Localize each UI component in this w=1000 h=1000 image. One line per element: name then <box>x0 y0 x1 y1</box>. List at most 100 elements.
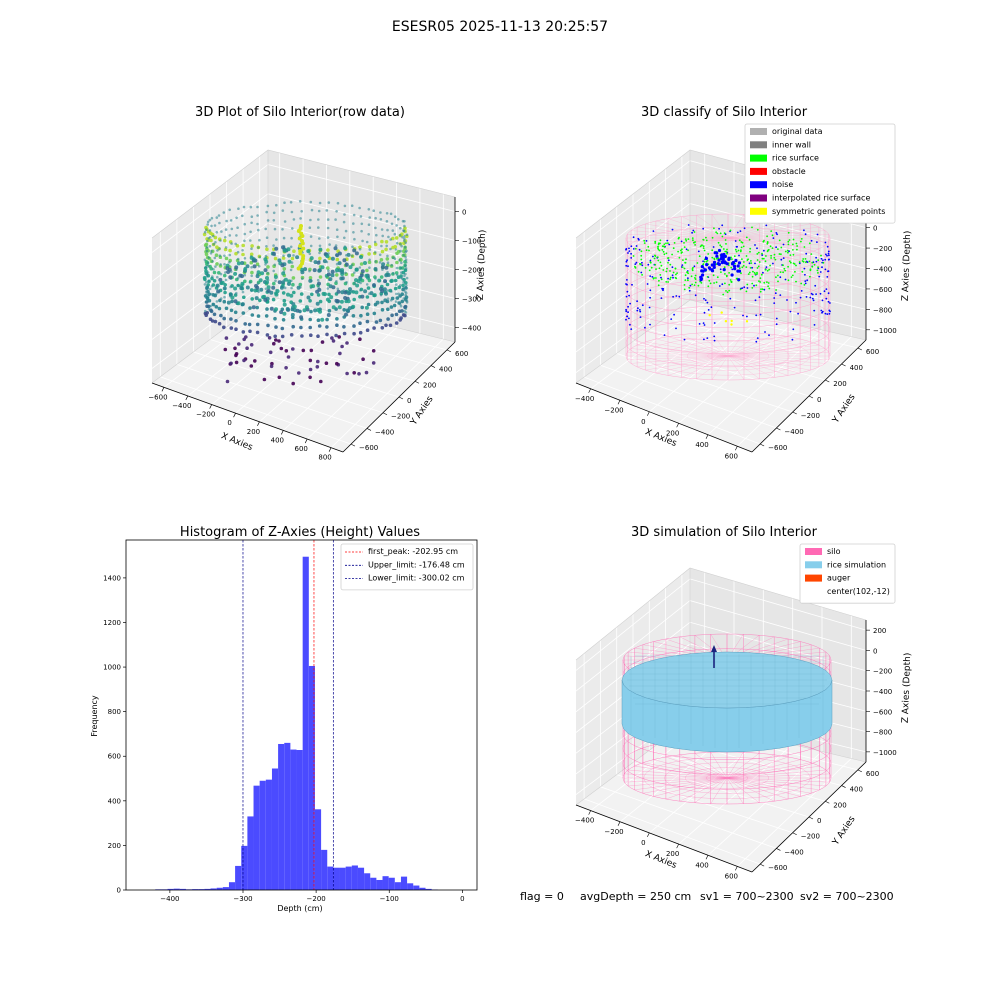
x-tick-label: 400 <box>271 436 284 444</box>
noise-point <box>733 267 737 271</box>
raw-data-point <box>258 298 262 303</box>
noise-point <box>775 323 778 326</box>
raw-data-point <box>255 285 260 290</box>
raw-data-point <box>380 308 385 312</box>
symmetric-point <box>730 319 733 323</box>
raw-data-point <box>318 244 322 248</box>
raw-data-point <box>398 294 402 298</box>
noise-point <box>821 311 823 314</box>
rice-surface-point <box>647 245 650 248</box>
raw-data-point <box>387 235 390 239</box>
raw-data-point <box>292 218 296 221</box>
raw-data-point <box>405 249 408 253</box>
raw-data-point <box>382 287 387 292</box>
raw-data-point <box>317 209 321 213</box>
noise-point <box>646 283 649 285</box>
raw-data-point <box>249 364 254 368</box>
rice-surface-point <box>792 238 795 241</box>
noise-point <box>779 294 782 296</box>
silo-wire-spoke <box>630 348 729 357</box>
raw-data-point <box>279 285 284 290</box>
rice-surface-point <box>687 238 690 241</box>
legend-label: center(102,-12) <box>827 587 890 596</box>
silo-wire-spoke <box>726 752 744 779</box>
rice-surface-point <box>770 257 772 259</box>
rice-surface-point <box>775 289 777 291</box>
y-tick-mark <box>760 863 765 867</box>
raw-data-point <box>211 302 215 306</box>
x-tick-label: −400 <box>160 895 179 903</box>
raw-data-point <box>342 331 347 336</box>
panel-classify-3d: 3D classify of Silo Interior −400−200020… <box>575 105 913 460</box>
rice-surface-point <box>735 277 738 280</box>
raw-data-point <box>226 270 231 274</box>
legend-label: obstacle <box>772 167 806 176</box>
noise-point <box>820 309 823 312</box>
raw-data-point <box>393 257 397 261</box>
rice-surface-point <box>730 281 733 283</box>
silo-wire-spoke <box>681 216 729 239</box>
raw-data-point <box>386 261 390 265</box>
raw-data-point <box>354 290 359 295</box>
noise-point <box>689 284 692 287</box>
rice-surface-point <box>675 273 677 276</box>
silo-wire-spoke <box>628 769 728 779</box>
raw-data-point <box>222 299 227 304</box>
noise-point <box>635 245 638 247</box>
x-tick-label: 800 <box>318 454 331 462</box>
rice-surface-point <box>749 250 751 253</box>
raw-data-point <box>290 256 295 261</box>
raw-data-point <box>249 205 253 209</box>
noise-point <box>713 335 716 338</box>
raw-data-point <box>260 271 265 276</box>
x-tick-mark <box>304 438 308 444</box>
noise-point <box>821 266 823 269</box>
raw-data-point <box>212 268 215 271</box>
y-tick-mark <box>825 379 830 383</box>
raw-data-point <box>358 206 361 210</box>
raw-data-point <box>224 278 228 282</box>
histogram-bar <box>376 879 383 890</box>
raw-data-point <box>352 371 357 375</box>
raw-data-point <box>363 289 368 294</box>
raw-data-point <box>348 287 352 292</box>
raw-data-point <box>299 217 302 220</box>
silo-wire-spoke <box>727 355 811 371</box>
rice-surface-point <box>694 274 697 277</box>
raw-data-point <box>318 256 322 261</box>
rice-surface-point <box>761 257 764 260</box>
rice-surface-point <box>663 243 666 246</box>
noise-point <box>710 263 714 267</box>
raw-data-point <box>335 228 339 231</box>
rice-surface-point <box>749 267 752 269</box>
histogram-bar <box>290 749 297 890</box>
raw-data-point <box>380 249 385 254</box>
rice-surface-point <box>693 241 695 244</box>
noise-point <box>824 258 827 261</box>
noise-point <box>792 328 795 331</box>
rice-surface-point <box>731 258 733 260</box>
rice-surface-point <box>784 269 787 272</box>
rice-surface-point <box>770 230 773 233</box>
rice-surface-point <box>775 276 777 279</box>
rice-surface-point <box>724 239 727 241</box>
panel-raw-data-3d: 3D Plot of Silo Interior(row data) −600−… <box>148 105 488 462</box>
noise-point <box>629 302 631 305</box>
rice-surface-point <box>729 229 732 232</box>
raw-data-point <box>403 309 406 313</box>
raw-data-point <box>343 290 348 295</box>
raw-data-point <box>395 292 398 296</box>
classify-ylabel: Y Axies <box>831 392 858 426</box>
silo-wire-spoke <box>726 759 801 779</box>
raw-data-point <box>206 271 210 274</box>
silo-wire-spoke <box>627 355 729 360</box>
silo-wire-base-ring <box>666 341 790 371</box>
z-tick-label: −100 <box>462 238 481 246</box>
rice-surface-point <box>746 259 749 261</box>
z-tick-label: −200 <box>873 245 892 253</box>
symmetric-point <box>708 314 711 317</box>
raw-data-point <box>282 298 287 303</box>
noise-point <box>776 233 778 236</box>
raw-data-point <box>262 377 267 382</box>
noise-point <box>816 233 819 236</box>
